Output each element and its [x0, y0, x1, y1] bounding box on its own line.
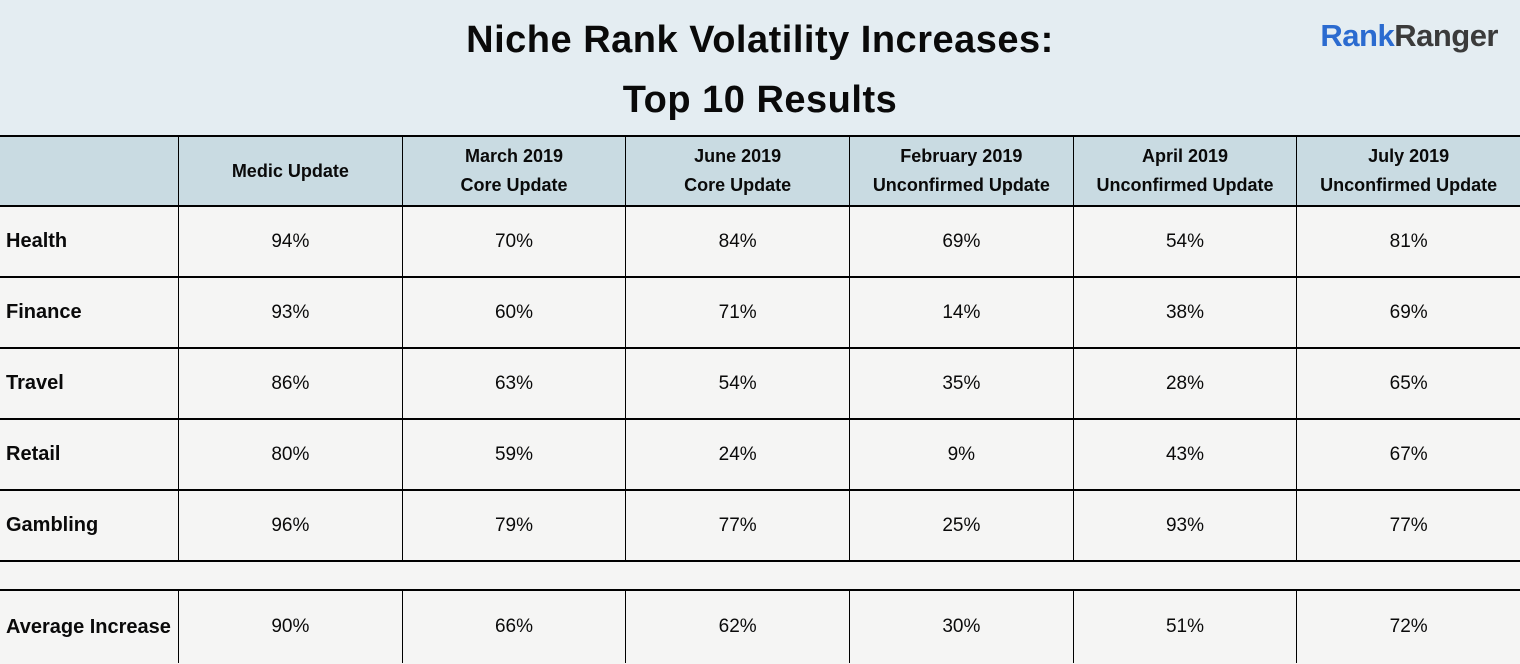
- value-cell: 25%: [849, 491, 1073, 560]
- value-cell: 54%: [625, 349, 849, 418]
- value-cell: 77%: [625, 491, 849, 560]
- table-row-health: Health 94% 70% 84% 69% 54% 81%: [0, 205, 1520, 276]
- table-header-row: Medic Update March 2019 Core Update June…: [0, 135, 1520, 205]
- value-cell: 93%: [178, 278, 402, 347]
- table-row-average-increase: Average Increase 90% 66% 62% 30% 51% 72%: [0, 589, 1520, 663]
- value-cell: 54%: [1072, 207, 1297, 276]
- value-cell: 80%: [178, 420, 402, 489]
- value-cell: 28%: [1072, 349, 1297, 418]
- column-header-april-2019-unconfirmed: April 2019 Unconfirmed Update: [1072, 137, 1297, 205]
- table-spacer-row: [0, 560, 1520, 589]
- row-label: Gambling: [6, 514, 99, 536]
- value-cell: 94%: [178, 207, 402, 276]
- row-label: Health: [6, 230, 68, 252]
- value-cell: 67%: [1296, 420, 1520, 489]
- table-row-retail: Retail 80% 59% 24% 9% 43% 67%: [0, 418, 1520, 489]
- column-header-medic-update: Medic Update: [178, 137, 402, 205]
- column-header-march-2019-core: March 2019 Core Update: [401, 137, 626, 205]
- value-cell: 86%: [178, 349, 402, 418]
- logo-text-ranger: Ranger: [1394, 18, 1498, 53]
- page-title: Niche Rank Volatility Increases: Top 10 …: [0, 10, 1520, 130]
- row-label: Travel: [6, 372, 64, 394]
- value-cell: 70%: [401, 207, 626, 276]
- title-band: Niche Rank Volatility Increases: Top 10 …: [0, 0, 1520, 135]
- value-cell: 62%: [625, 591, 849, 663]
- value-cell: 72%: [1296, 591, 1520, 663]
- value-cell: 69%: [849, 207, 1073, 276]
- column-header-july-2019-unconfirmed: July 2019 Unconfirmed Update: [1296, 137, 1520, 205]
- column-header-february-2019-unconfirmed: February 2019 Unconfirmed Update: [849, 137, 1073, 205]
- value-cell: 71%: [625, 278, 849, 347]
- volatility-table: Medic Update March 2019 Core Update June…: [0, 135, 1520, 663]
- row-label: Retail: [6, 443, 61, 465]
- row-label: Finance: [6, 301, 82, 323]
- value-cell: 59%: [401, 420, 626, 489]
- row-label: Average Increase: [6, 615, 171, 638]
- value-cell: 69%: [1296, 278, 1520, 347]
- value-cell: 30%: [849, 591, 1073, 663]
- value-cell: 79%: [401, 491, 626, 560]
- title-line-1: Niche Rank Volatility Increases:: [466, 19, 1054, 61]
- value-cell: 14%: [849, 278, 1073, 347]
- value-cell: 66%: [401, 591, 626, 663]
- value-cell: 60%: [401, 278, 626, 347]
- value-cell: 9%: [849, 420, 1073, 489]
- corner-cell: [0, 137, 178, 205]
- column-header-june-2019-core: June 2019 Core Update: [625, 137, 849, 205]
- value-cell: 90%: [178, 591, 402, 663]
- value-cell: 24%: [625, 420, 849, 489]
- value-cell: 43%: [1072, 420, 1297, 489]
- value-cell: 84%: [625, 207, 849, 276]
- value-cell: 65%: [1296, 349, 1520, 418]
- value-cell: 38%: [1072, 278, 1297, 347]
- rankranger-logo: RankRanger: [1320, 18, 1498, 54]
- table-row-finance: Finance 93% 60% 71% 14% 38% 69%: [0, 276, 1520, 347]
- value-cell: 81%: [1296, 207, 1520, 276]
- table-row-gambling: Gambling 96% 79% 77% 25% 93% 77%: [0, 489, 1520, 560]
- value-cell: 77%: [1296, 491, 1520, 560]
- value-cell: 35%: [849, 349, 1073, 418]
- value-cell: 51%: [1072, 591, 1297, 663]
- value-cell: 96%: [178, 491, 402, 560]
- value-cell: 63%: [401, 349, 626, 418]
- logo-text-rank: Rank: [1320, 18, 1395, 53]
- value-cell: 93%: [1072, 491, 1297, 560]
- title-line-2: Top 10 Results: [622, 79, 898, 121]
- table-row-travel: Travel 86% 63% 54% 35% 28% 65%: [0, 347, 1520, 418]
